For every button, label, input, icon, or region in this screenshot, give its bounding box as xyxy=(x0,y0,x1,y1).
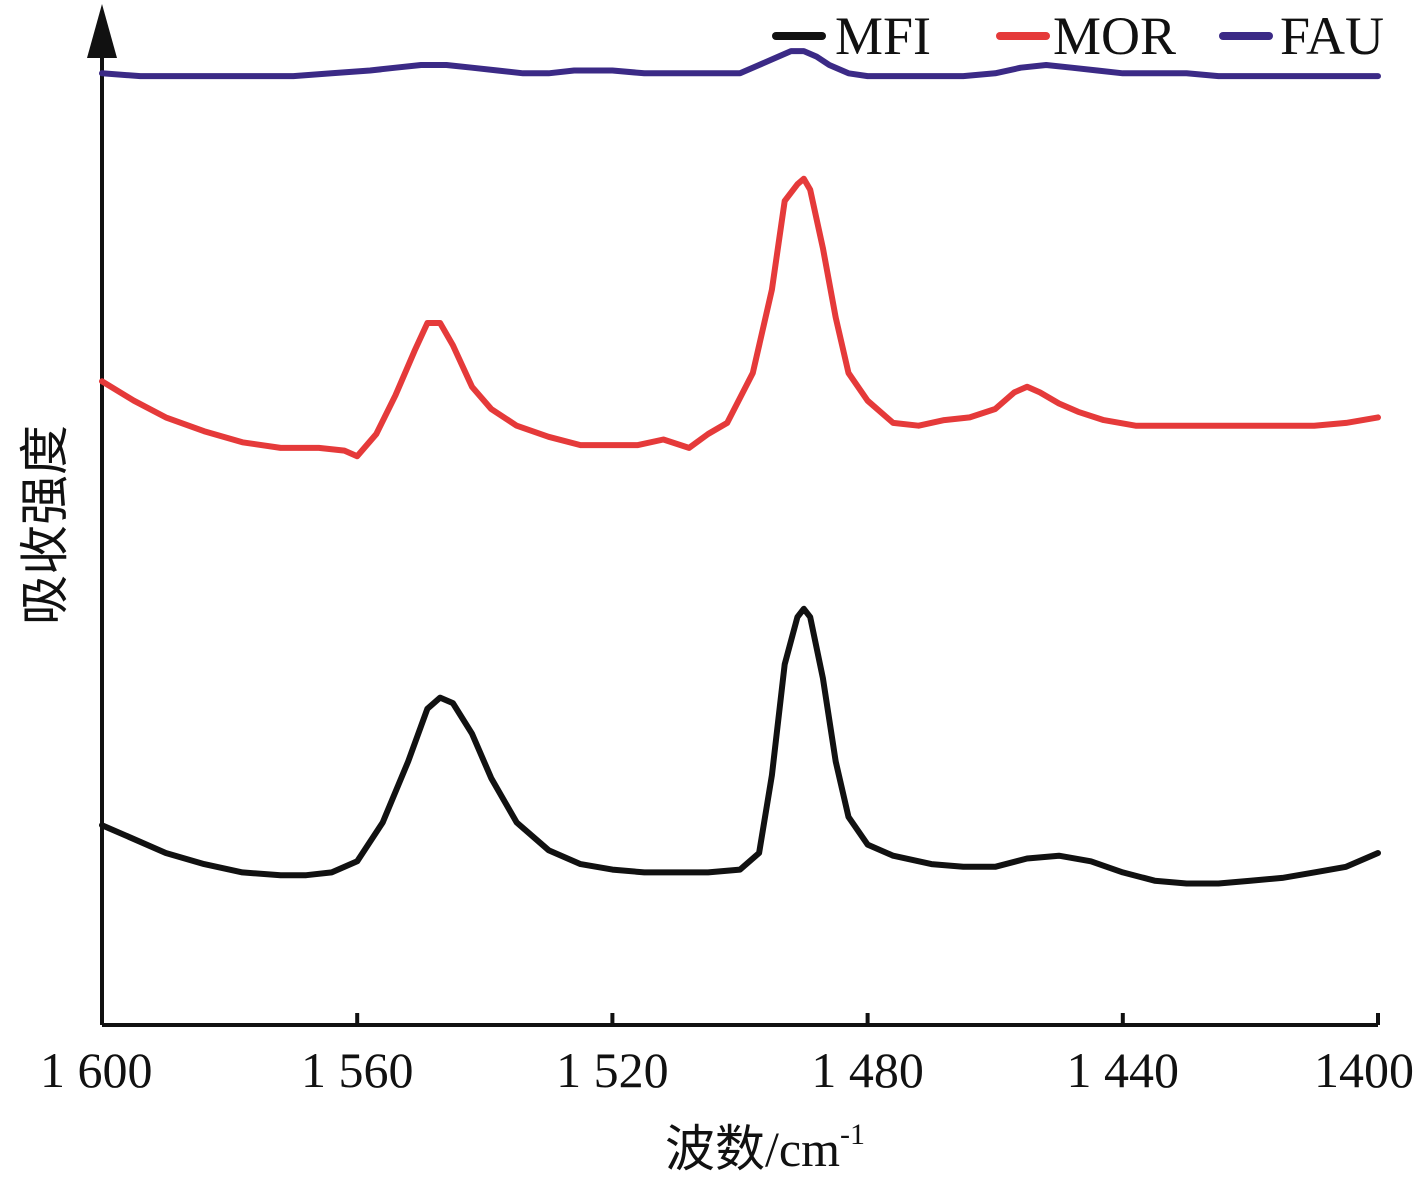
legend: MFI MOR FAU xyxy=(772,6,1384,66)
x-axis-title-text: 波数/cm xyxy=(665,1121,840,1177)
x-axis-title-superscript: -1 xyxy=(840,1118,865,1151)
legend-label-fau: FAU xyxy=(1280,6,1384,66)
x-tick-label: 1 440 xyxy=(1067,1042,1180,1098)
y-axis-title: 吸收强度 xyxy=(17,425,73,625)
series-group xyxy=(99,48,1381,887)
axes xyxy=(87,4,1378,1027)
legend-label-mfi: MFI xyxy=(835,6,931,66)
series-line-mfi xyxy=(99,605,1381,887)
series-line-fau xyxy=(99,48,1381,80)
legend-label-mor: MOR xyxy=(1053,6,1176,66)
x-tick-label: 1 520 xyxy=(556,1042,669,1098)
x-axis-title: 波数/cm-1 xyxy=(665,1118,865,1177)
x-tick-label: 1 600 xyxy=(40,1042,153,1098)
series-line-mor xyxy=(99,175,1381,460)
y-axis-arrow xyxy=(87,4,117,58)
x-ticks: 1 600 1 560 1 520 1 480 1 440 1400 xyxy=(40,1013,1414,1098)
x-tick-label: 1 560 xyxy=(301,1042,414,1098)
x-tick-label: 1400 xyxy=(1314,1042,1414,1098)
x-tick-label: 1 480 xyxy=(811,1042,924,1098)
